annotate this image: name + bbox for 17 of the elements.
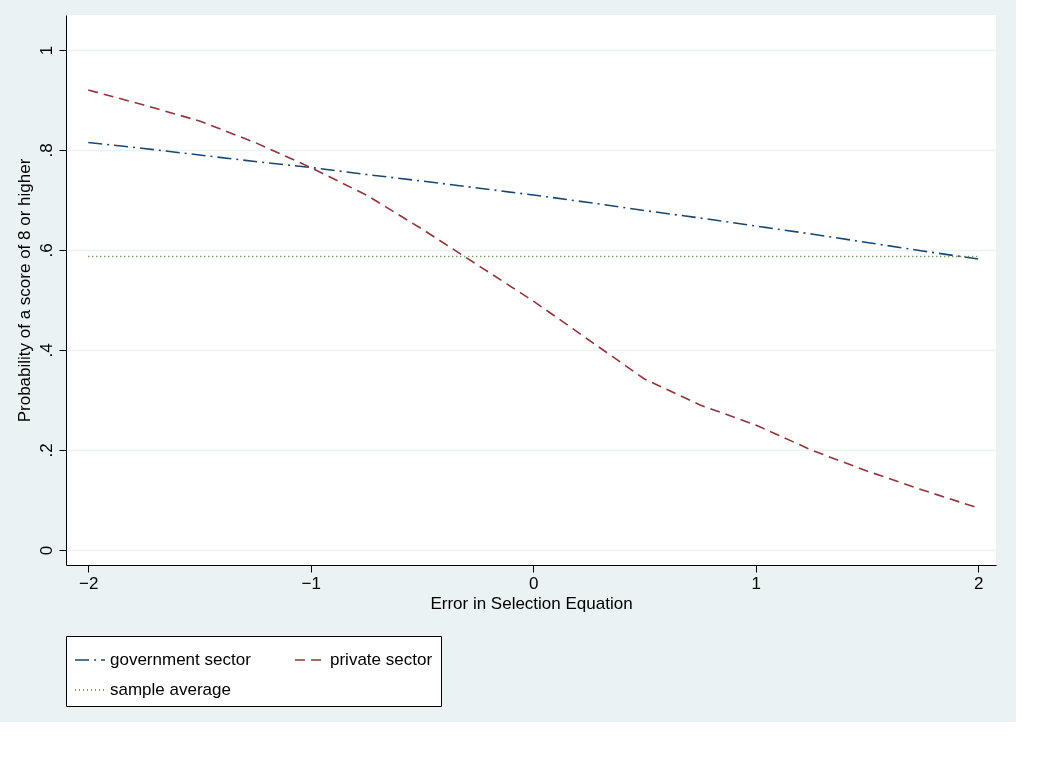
legend-label: private sector <box>330 650 433 669</box>
legend-label: sample average <box>110 680 231 699</box>
x-tick-label: 1 <box>751 573 761 593</box>
y-axis-title: Probability of a score of 8 or higher <box>14 158 34 423</box>
x-tick-label: −1 <box>301 573 321 593</box>
x-tick-label: −2 <box>79 573 99 593</box>
x-tick-label: 0 <box>528 573 539 593</box>
legend-label: government sector <box>110 650 252 669</box>
y-tick-label: .4 <box>36 343 56 358</box>
x-axis-title: Error in Selection Equation <box>430 593 633 613</box>
line-series <box>87 141 979 260</box>
y-tick-label: .8 <box>36 143 56 158</box>
y-tick-label: .2 <box>36 443 56 458</box>
y-tick-label: 0 <box>36 545 56 556</box>
x-tick-label: 2 <box>973 573 984 593</box>
y-tick-label: 1 <box>36 45 56 56</box>
y-tick-label: .6 <box>36 243 56 258</box>
